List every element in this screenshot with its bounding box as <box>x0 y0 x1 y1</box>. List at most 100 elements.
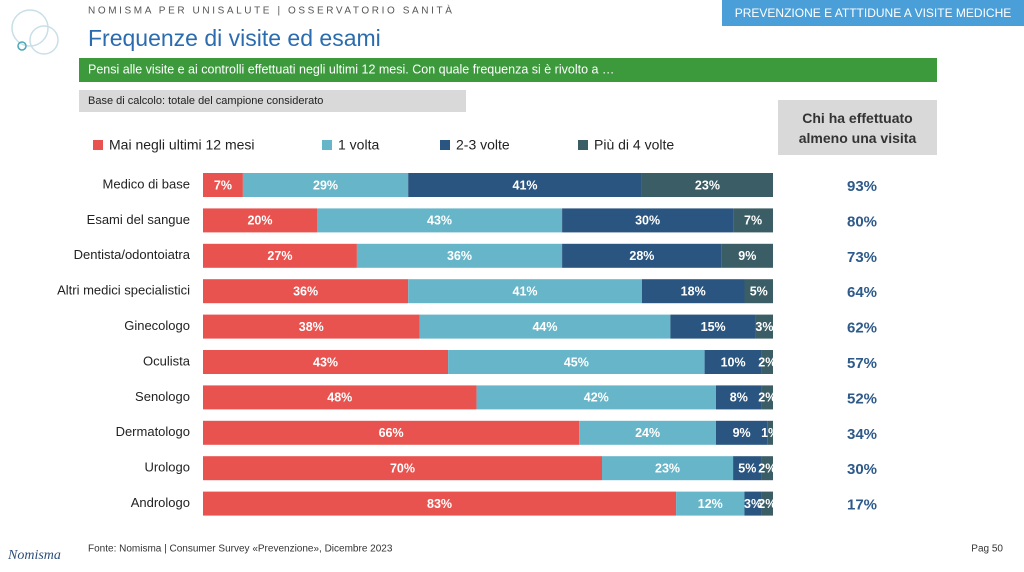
data-label: 10% <box>721 355 746 369</box>
data-label: 2% <box>758 461 776 475</box>
bar-segment <box>716 420 768 445</box>
category-label: Oculista <box>143 353 191 368</box>
data-label: 28% <box>629 249 654 263</box>
data-label: 42% <box>584 391 609 405</box>
legend-label: 2-3 volte <box>456 137 510 153</box>
bar-segment <box>704 350 762 374</box>
bar-segment <box>242 173 409 197</box>
data-label: 2% <box>758 355 776 369</box>
bar-segment <box>744 279 773 304</box>
data-label: 2% <box>758 391 776 405</box>
bar-segment <box>562 243 722 268</box>
data-label: 8% <box>730 391 748 405</box>
data-label: 1% <box>761 426 779 440</box>
summary-value: 64% <box>847 284 877 301</box>
summary-value: 34% <box>847 426 877 443</box>
data-label: 5% <box>738 461 756 475</box>
data-label: 20% <box>247 214 272 228</box>
data-label: 66% <box>379 426 404 440</box>
bar-segment <box>562 208 734 233</box>
summary-value: 52% <box>847 390 877 407</box>
summary-value: 30% <box>847 461 877 478</box>
bar-segment <box>761 491 773 516</box>
summary-value: 62% <box>847 320 877 337</box>
bar-segment <box>579 420 716 445</box>
data-label: 15% <box>701 320 726 334</box>
logo: Nomisma <box>7 548 61 563</box>
bar-segment <box>476 385 716 410</box>
bar-segment <box>203 314 420 339</box>
bar-segment <box>203 279 409 304</box>
data-label: 30% <box>635 214 660 228</box>
bar-segment <box>602 456 734 481</box>
data-label: 44% <box>532 320 557 334</box>
summary-value: 73% <box>847 249 877 266</box>
bar-segment <box>448 350 705 374</box>
bar-segment <box>408 173 642 197</box>
data-label: 41% <box>513 284 538 298</box>
question-box <box>79 58 937 82</box>
bar-segment <box>767 420 773 445</box>
category-label: Urologo <box>144 460 190 475</box>
bar-segment <box>721 243 773 268</box>
data-label: 38% <box>299 320 324 334</box>
section-box <box>722 0 1024 26</box>
bar-segment <box>203 243 357 268</box>
plot: Mai negli ultimi 12 mesi 1 volta 2-3 volte… <box>57 137 877 516</box>
bar-segment <box>670 314 756 339</box>
summary-value: 57% <box>847 355 877 372</box>
data-label: 36% <box>447 249 472 263</box>
bar-segment <box>203 173 243 197</box>
data-label: 7% <box>744 214 762 228</box>
bar-segment <box>317 208 563 233</box>
bar-segment <box>203 208 317 233</box>
data-label: 43% <box>313 355 338 369</box>
bar-segment <box>203 420 580 445</box>
section: PREVENZIONE E ATTTIDUNE A VISITE MEDICHE <box>735 6 1012 20</box>
data-label: 48% <box>327 391 352 405</box>
bar-segment <box>203 385 477 410</box>
kicker: NOMISMA PER UNISALUTE | OSSERVATORIO SAN… <box>88 4 455 17</box>
category-label: Andrologo <box>131 495 190 510</box>
legend-label: Mai negli ultimi 12 mesi <box>109 137 255 153</box>
data-label: 3% <box>744 497 762 511</box>
bar-segment <box>716 385 762 410</box>
summary-value: 80% <box>847 213 877 230</box>
category-label: Esami del sangue <box>87 212 190 227</box>
bar-segment <box>641 279 745 304</box>
data-label: 3% <box>755 320 773 334</box>
bar-segment <box>744 491 762 516</box>
data-label: 70% <box>390 461 415 475</box>
data-label: 43% <box>427 214 452 228</box>
logo-circles <box>11 9 59 55</box>
bar-segment <box>676 491 745 516</box>
data-label: 2% <box>758 497 776 511</box>
bar-segment <box>755 314 773 339</box>
data-label: 23% <box>695 178 720 192</box>
category-label: Medico di base <box>103 176 190 191</box>
data-label: 12% <box>698 497 723 511</box>
data-label: 24% <box>635 426 660 440</box>
data-label: 29% <box>313 178 338 192</box>
data-label: 23% <box>655 461 680 475</box>
bar-segment <box>203 456 602 481</box>
legend-label: 1 volta <box>338 137 379 153</box>
page-number: Pag 50 <box>971 544 1003 555</box>
category-label: Ginecologo <box>124 318 190 333</box>
data-label: 9% <box>733 426 751 440</box>
data-label: 45% <box>564 355 589 369</box>
legend-swatch <box>93 140 103 150</box>
summary-value: 93% <box>847 178 877 195</box>
data-label: 27% <box>267 249 292 263</box>
bar-segment <box>408 279 642 304</box>
base-box <box>79 90 466 112</box>
legend-swatch <box>440 140 450 150</box>
summary-value: 17% <box>847 497 877 514</box>
bar-segment <box>356 243 563 268</box>
title: Frequenze di visite ed esami <box>88 25 381 51</box>
category-label: Dermatologo <box>116 424 190 439</box>
category-label: Dentista/odontoiatra <box>74 247 191 262</box>
bar-segment <box>761 350 773 374</box>
data-label: 7% <box>214 178 232 192</box>
